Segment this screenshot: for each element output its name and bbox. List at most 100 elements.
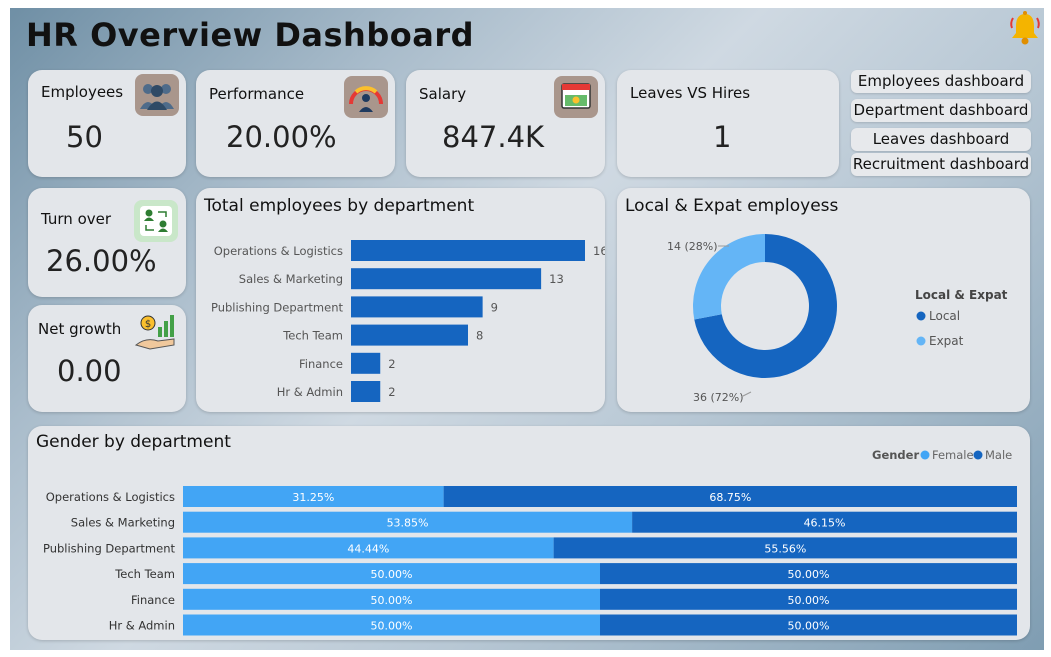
kpi-card-leaves-hires: Leaves VS Hires 1 — [617, 70, 839, 177]
legend-marker — [916, 311, 926, 321]
bar[interactable] — [351, 324, 468, 346]
bar-segment-female[interactable] — [183, 588, 600, 610]
category-label: Hr & Admin — [277, 385, 343, 399]
data-label: 9 — [491, 300, 498, 314]
kpi-value: 26.00% — [46, 244, 157, 278]
data-label: 50.00% — [371, 620, 413, 633]
kpi-card-turnover: Turn over 26.00% — [28, 188, 186, 297]
legend-label[interactable]: Male — [985, 448, 1012, 462]
svg-text:$: $ — [145, 319, 151, 330]
swap-people-icon — [134, 200, 178, 242]
kpi-value: 50 — [66, 120, 103, 154]
gauge-icon — [344, 76, 388, 118]
data-label: 31.25% — [292, 491, 334, 504]
category-label: Finance — [299, 357, 343, 371]
data-label: 44.44% — [347, 542, 389, 555]
slice-label-local: 36 (72%) — [693, 391, 744, 404]
kpi-card-net-growth: Net growth 0.00 $ — [28, 305, 186, 412]
category-label: Finance — [131, 593, 175, 607]
bar-segment-male[interactable] — [600, 614, 1017, 636]
money-calendar-icon — [554, 76, 598, 118]
kpi-label: Turn over — [41, 210, 112, 228]
bar-segment-male[interactable] — [553, 537, 1017, 559]
nav-recruitment-dashboard-button[interactable]: Recruitment dashboard — [851, 153, 1031, 176]
donut-slice-local[interactable] — [694, 234, 837, 378]
page-title: HR Overview Dashboard — [26, 16, 474, 54]
dept-bar-chart: Operations & Logistics 16 Sales & Marketin… — [211, 240, 605, 402]
category-label: Operations & Logistics — [214, 244, 343, 258]
bell-icon[interactable] — [1008, 10, 1042, 46]
chart-card-gender-by-department: Gender by department Gender Female Male Ope… — [28, 426, 1030, 640]
kpi-label: Leaves VS Hires — [630, 84, 751, 102]
category-label: Tech Team — [282, 329, 343, 343]
bar-segment-female[interactable] — [183, 537, 554, 559]
bar[interactable] — [351, 268, 542, 290]
chart-title: Total employees by department — [204, 196, 475, 216]
legend-title: Gender — [872, 448, 919, 462]
bar[interactable] — [351, 352, 381, 374]
people-icon — [135, 74, 179, 116]
data-label: 13 — [549, 272, 564, 286]
chart-title: Local & Expat employess — [625, 196, 839, 216]
category-label: Operations & Logistics — [46, 490, 175, 504]
gender-stacked-bar-chart: Gender Female Male Operations & Logistics 31… — [43, 448, 1017, 636]
category-label: Sales & Marketing — [71, 516, 175, 530]
category-label: Publishing Department — [211, 300, 344, 314]
bar-segment-male[interactable] — [600, 588, 1017, 610]
slice-label-expat: 14 (28%) — [667, 240, 718, 253]
kpi-label: Salary — [419, 85, 467, 103]
legend-label[interactable]: Female — [932, 448, 974, 462]
data-label: 50.00% — [788, 594, 830, 607]
kpi-card-employees: Employees 50 — [28, 70, 186, 177]
bar-segment-female[interactable] — [183, 614, 600, 636]
kpi-label: Performance — [209, 85, 305, 103]
data-label: 16 — [593, 244, 605, 258]
kpi-card-performance: Performance 20.00% — [196, 70, 395, 177]
kpi-card-salary: Salary 847.4K — [406, 70, 605, 177]
legend-marker — [916, 336, 926, 346]
bar[interactable] — [351, 381, 381, 402]
bar-segment-female[interactable] — [183, 563, 600, 585]
growth-hand-icon: $ — [134, 309, 178, 351]
kpi-label: Employees — [41, 83, 124, 101]
donut-slice-expat[interactable] — [693, 234, 765, 320]
data-label: 46.15% — [804, 517, 846, 530]
chart-card-employees-by-department: Total employees by department Operations… — [196, 188, 605, 412]
bar-segment-male[interactable] — [443, 486, 1017, 507]
data-label: 2 — [388, 357, 395, 371]
bar[interactable] — [351, 296, 483, 318]
chart-title: Gender by department — [36, 432, 231, 452]
category-label: Publishing Department — [43, 541, 176, 555]
leader-line — [740, 391, 752, 398]
bar-segment-female[interactable] — [183, 486, 444, 507]
category-label: Hr & Admin — [109, 619, 175, 633]
legend-marker — [973, 450, 983, 460]
kpi-value: 1 — [713, 120, 732, 154]
dashboard-frame: HR Overview Dashboard Employees 50 Perfo… — [10, 8, 1044, 650]
chart-card-local-expat: Local & Expat employess 14 (28%) 36 (72%)… — [617, 188, 1030, 412]
category-label: Sales & Marketing — [239, 272, 343, 286]
kpi-value: 0.00 — [57, 354, 122, 388]
nav-employees-dashboard-button[interactable]: Employees dashboard — [851, 70, 1031, 93]
data-label: 55.56% — [764, 542, 806, 555]
data-label: 50.00% — [788, 620, 830, 633]
data-label: 2 — [388, 385, 395, 399]
bar-segment-male[interactable] — [600, 563, 1017, 585]
nav-leaves-dashboard-button[interactable]: Leaves dashboard — [851, 128, 1031, 151]
kpi-label: Net growth — [38, 320, 122, 338]
data-label: 50.00% — [788, 568, 830, 581]
legend-label[interactable]: Expat — [929, 334, 964, 348]
data-label: 68.75% — [709, 491, 751, 504]
bar[interactable] — [351, 240, 585, 261]
data-label: 50.00% — [371, 568, 413, 581]
kpi-value: 20.00% — [226, 120, 337, 154]
data-label: 50.00% — [371, 594, 413, 607]
data-label: 53.85% — [387, 517, 429, 530]
bar-segment-male[interactable] — [632, 511, 1017, 533]
kpi-value: 847.4K — [442, 120, 545, 154]
bar-segment-female[interactable] — [183, 511, 633, 533]
category-label: Tech Team — [114, 567, 175, 581]
nav-department-dashboard-button[interactable]: Department dashboard — [851, 99, 1031, 122]
legend-label[interactable]: Local — [929, 309, 960, 323]
data-label: 8 — [476, 329, 483, 343]
